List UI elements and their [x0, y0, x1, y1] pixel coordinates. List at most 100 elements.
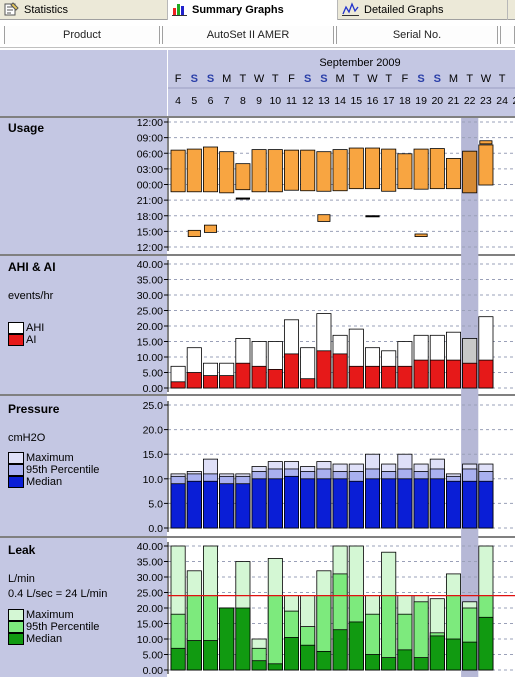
ai-bar	[445, 359, 461, 389]
calendar-header	[168, 50, 515, 116]
ai-bar	[170, 381, 186, 389]
tab-bar: Statistics Summary Graphs Detailed Graph…	[0, 0, 515, 20]
pressure-median-bar	[219, 483, 235, 529]
leak-tick-label: 30.00	[137, 572, 163, 584]
day-number-label: 9	[256, 95, 262, 107]
weekday-label: F	[288, 73, 295, 85]
day-number-label: 11	[286, 95, 297, 107]
legend-swatch-pressure-median	[8, 476, 24, 488]
selected-day-band	[461, 118, 479, 677]
serial-column-header[interactable]: Serial No.	[336, 26, 498, 44]
leak-median-bar	[300, 644, 316, 671]
usage-tick-label: 12:00	[137, 117, 163, 129]
day-number-label: 8	[240, 95, 246, 107]
day-number-label: 14	[334, 95, 346, 107]
pressure-median-bar	[300, 478, 316, 529]
pressure-median-bar	[283, 475, 299, 529]
weekday-label: S	[191, 73, 198, 85]
leak-median-bar	[186, 640, 202, 671]
legend-swatch-leak-95	[8, 621, 24, 633]
day-number-label: 23	[480, 95, 492, 107]
pressure-tick-label: 5.0	[148, 498, 163, 510]
ahi-tick-label: 15.00	[137, 337, 163, 349]
day-number-label: 10	[269, 95, 281, 107]
pressure-median-bar	[429, 478, 445, 529]
usage-bar	[429, 148, 445, 190]
weekday-label: M	[449, 73, 458, 85]
tab-detailed-graphs[interactable]: Detailed Graphs	[338, 0, 508, 20]
leak-median-bar	[381, 657, 397, 671]
pressure-median-bar	[381, 478, 397, 529]
leak-median-bar	[316, 651, 332, 671]
weekday-label: T	[385, 73, 392, 85]
weekday-label: T	[499, 73, 506, 85]
day-number-label: 6	[208, 95, 214, 107]
tab-detailed-graphs-label: Detailed Graphs	[364, 4, 444, 16]
day-number-label: 25	[512, 95, 515, 107]
ai-bar	[413, 359, 429, 389]
ai-bar	[348, 365, 364, 389]
pressure-median-bar	[170, 483, 186, 529]
leak-note: 0.4 L/sec = 24 L/min	[8, 588, 108, 600]
ai-bar	[267, 368, 283, 389]
usage-tick-label: 21:00	[137, 195, 163, 207]
usage-extra-session	[203, 224, 217, 233]
leak-tick-label: 25.00	[137, 588, 163, 600]
legend-swatch-leak-max	[8, 609, 24, 621]
legend-label-leak-max: Maximum	[26, 609, 74, 621]
weekday-label: F	[402, 73, 409, 85]
usage-bar	[381, 148, 397, 192]
legend-swatch-ai	[8, 334, 24, 346]
leak-median-bar	[235, 607, 251, 671]
device-header-row: Product AutoSet II AMER Serial No.	[0, 22, 515, 48]
ai-bar	[381, 365, 397, 389]
weekday-label: S	[434, 73, 441, 85]
weekday-label: S	[304, 73, 311, 85]
weekday-label: T	[240, 73, 247, 85]
day-number-label: 4	[175, 95, 181, 107]
statistics-icon	[4, 1, 20, 19]
usage-bar	[397, 153, 413, 190]
leak-median-bar	[429, 635, 445, 671]
leak-tick-label: 10.00	[137, 634, 163, 646]
weekday-label: W	[367, 73, 378, 85]
pressure-median-bar	[316, 478, 332, 529]
pressure-tick-label: 25.0	[143, 400, 164, 412]
product-column-header[interactable]: Product	[4, 26, 160, 44]
pressure-median-bar	[462, 480, 478, 529]
day-number-label: 21	[448, 95, 460, 107]
ai-bar	[429, 359, 445, 389]
ahi-tick-label: 0.00	[143, 383, 164, 395]
usage-bar	[219, 151, 235, 194]
section-labels-panel	[0, 50, 167, 677]
ai-bar	[219, 375, 235, 389]
weekday-label: S	[417, 73, 424, 85]
ahi-tick-label: 20.00	[137, 321, 163, 333]
usage-bar	[332, 149, 348, 192]
pressure-median-bar	[235, 483, 251, 529]
pressure-median-bar	[413, 478, 429, 529]
leak-median-bar	[478, 616, 494, 671]
ahi-tick-label: 30.00	[137, 290, 163, 302]
ahi-legend: AHI AI	[8, 322, 44, 346]
leak-median-bar	[348, 621, 364, 671]
tab-summary-graphs[interactable]: Summary Graphs	[168, 0, 338, 20]
usage-extra-session	[414, 233, 428, 237]
ai-bar	[397, 365, 413, 389]
pressure-median-bar	[251, 478, 267, 529]
section-divider	[0, 254, 515, 256]
leak-median-bar	[413, 657, 429, 671]
model-column-header[interactable]: AutoSet II AMER	[162, 26, 334, 44]
ahi-title: AHI & AI	[8, 260, 56, 274]
leak-median-bar	[445, 638, 461, 671]
tab-statistics[interactable]: Statistics	[0, 0, 168, 20]
usage-bar	[348, 147, 364, 190]
leak-median-bar	[170, 647, 186, 671]
ai-bar	[251, 365, 267, 389]
pressure-median-bar	[478, 480, 494, 529]
usage-bar	[170, 149, 186, 193]
legend-label-pressure-median: Median	[26, 476, 63, 488]
legend-swatch-pressure-max	[8, 452, 24, 464]
legend-swatch-leak-median	[8, 633, 24, 645]
